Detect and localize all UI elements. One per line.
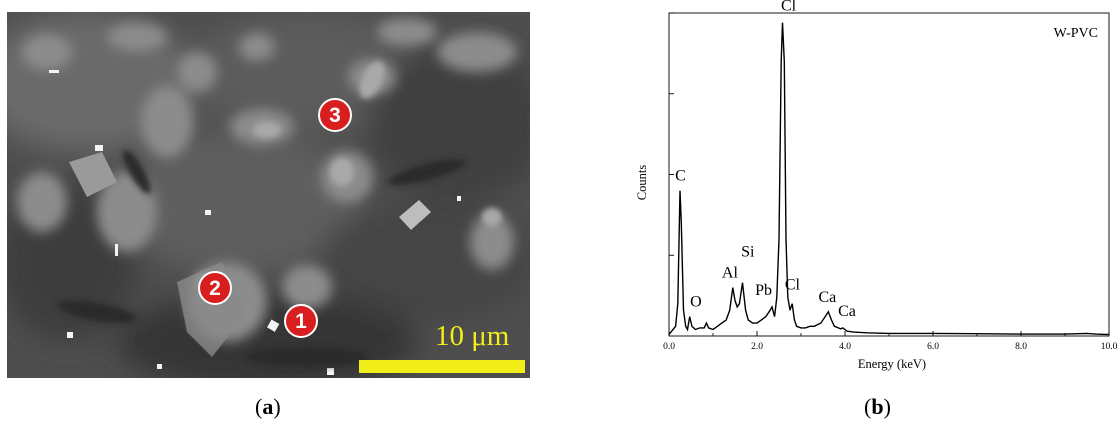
spot-label: 2 xyxy=(209,276,221,300)
x-tick-label: 2.0 xyxy=(751,342,763,352)
caption-b: (b) xyxy=(864,394,891,419)
x-tick-label: 10.0 xyxy=(1101,342,1118,352)
x-tick-label: 6.0 xyxy=(927,342,939,352)
scale-bar-label: 10 μm xyxy=(435,320,510,352)
caption-letter: b xyxy=(871,394,884,419)
peak-label: Si xyxy=(741,244,755,261)
x-tick-label: 4.0 xyxy=(839,342,851,352)
sem-micrograph: 3 2 1 10 μm xyxy=(7,12,530,378)
caption-a: (a) xyxy=(255,394,281,419)
x-tick-label: 8.0 xyxy=(1015,342,1027,352)
sem-texture xyxy=(7,12,530,378)
analysis-spot-1: 1 xyxy=(284,304,318,338)
spot-label: 3 xyxy=(329,103,341,127)
spectrum-line xyxy=(668,22,1109,336)
peak-label: Cl xyxy=(785,277,801,294)
eds-spectrum-chart: 0.0 2.0 4.0 6.0 8.0 10.0 Energy (keV) Counts W-… xyxy=(635,0,1118,371)
y-axis-label: Counts xyxy=(635,165,649,201)
plot-frame xyxy=(668,12,1110,337)
caption-letter: a xyxy=(262,394,274,419)
x-axis-label: Energy (keV) xyxy=(858,357,926,371)
chart-axes: 0.0 2.0 4.0 6.0 8.0 10.0 xyxy=(663,12,1118,352)
spot-label: 1 xyxy=(295,309,307,333)
analysis-spot-2: 2 xyxy=(198,271,232,305)
scale-bar xyxy=(359,360,525,373)
peak-label: Al xyxy=(722,265,739,282)
peak-label: C xyxy=(675,168,686,185)
peak-label: Cl xyxy=(781,0,797,15)
x-tick-label: 0.0 xyxy=(663,342,675,352)
analysis-spot-3: 3 xyxy=(318,98,352,132)
peak-label: O xyxy=(690,294,702,311)
peak-label: Ca xyxy=(818,289,836,306)
peak-label: Pb xyxy=(755,282,772,299)
chart-title: W-PVC xyxy=(1054,26,1098,41)
peak-label: Ca xyxy=(838,303,856,320)
